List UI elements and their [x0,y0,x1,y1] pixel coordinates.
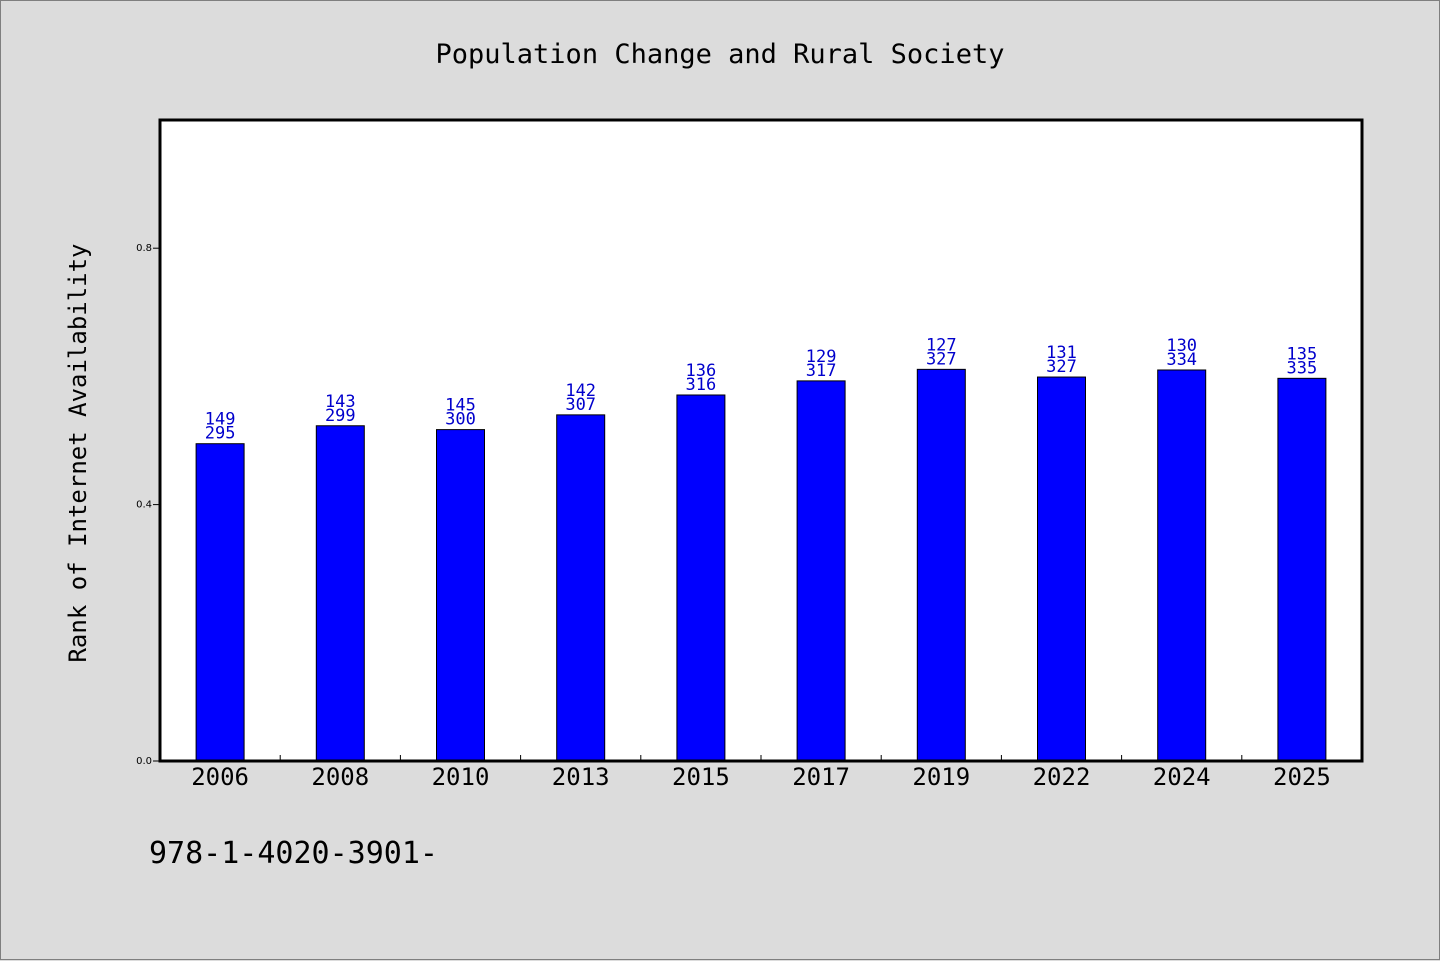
y-axis-ticks: 0.0 0.4 0.8 [136,243,160,767]
data-label-top: 145 [445,396,476,416]
bars-group [195,368,1327,762]
x-tick-label: 2017 [792,763,850,791]
bar [916,368,966,762]
y-tick-label: 0.8 [136,243,152,254]
bar [676,394,726,762]
data-label-bottom: 299 [325,406,356,426]
y-axis-label: Rank of Internet Availability [64,243,92,662]
x-tick-label: 2010 [432,763,490,791]
data-label-bottom: 295 [205,424,236,444]
data-label-top: 149 [205,410,236,430]
data-label-bottom: 307 [565,395,596,415]
data-label-bottom: 335 [1287,358,1318,378]
data-label-bottom: 317 [806,361,837,381]
x-tick-label: 2025 [1273,763,1331,791]
bar [1277,377,1327,762]
x-tick-label: 2019 [912,763,970,791]
bar [1037,376,1086,762]
x-tick-label: 2008 [311,763,369,791]
x-tick-label: 2015 [672,763,730,791]
data-label-top: 129 [806,347,837,367]
bar [436,429,485,762]
category-labels-group: 2006 2008 2010 2013 2015 2017 2019 2022 2024 2025 [191,763,1331,791]
x-tick-label: 2006 [191,763,249,791]
data-label-top: 142 [565,381,596,401]
data-label-bottom: 300 [445,410,476,430]
y-tick-label: 0.0 [136,756,152,767]
data-label-bottom: 327 [1046,357,1077,377]
data-label-top: 131 [1046,343,1077,363]
data-label-bottom: 334 [1166,350,1197,370]
data-label-top: 136 [686,361,717,381]
bar [315,425,365,762]
data-labels-group: 1492951432991453001423071363161293171273… [205,335,1318,443]
y-tick-label: 0.4 [136,500,152,511]
x-tick-label: 2024 [1153,763,1211,791]
bar [1157,369,1207,762]
data-label-bottom: 327 [926,349,957,369]
footer-isbn-text: 978-1-4020-3901- [149,836,438,871]
data-label-top: 143 [325,392,356,412]
data-label-top: 135 [1287,344,1318,364]
x-tick-label: 2013 [552,763,610,791]
bar [556,414,606,762]
plot-border [158,118,1364,763]
data-label-top: 127 [926,335,957,355]
data-label-top: 130 [1166,336,1197,356]
bar [796,380,846,762]
bar [195,443,245,762]
chart-title: Population Change and Rural Society [436,39,1005,70]
data-label-bottom: 316 [686,375,717,395]
x-tick-label: 2022 [1033,763,1091,791]
